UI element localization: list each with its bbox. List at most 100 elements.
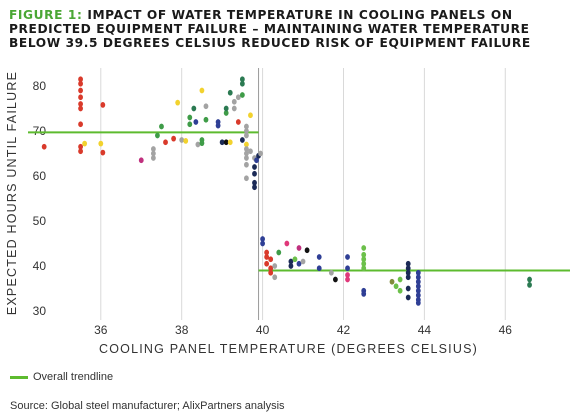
data-point xyxy=(187,114,193,121)
data-point xyxy=(100,149,106,156)
data-point xyxy=(98,140,104,147)
data-point xyxy=(405,260,411,267)
data-point xyxy=(248,112,253,119)
legend-trendline-swatch xyxy=(10,375,28,379)
data-point xyxy=(361,251,367,258)
y-tick-label: 30 xyxy=(33,304,47,318)
data-point xyxy=(415,292,421,299)
x-tick-label: 42 xyxy=(337,323,351,337)
data-point xyxy=(264,249,270,256)
data-point xyxy=(138,157,144,164)
data-point xyxy=(179,137,185,143)
data-point xyxy=(78,76,83,83)
data-point xyxy=(150,146,156,152)
data-point xyxy=(316,265,322,272)
data-point xyxy=(361,245,367,251)
data-point xyxy=(345,272,350,278)
data-point xyxy=(415,287,421,294)
y-tick-label: 60 xyxy=(33,169,47,183)
data-point xyxy=(405,265,411,272)
data-point xyxy=(215,122,221,129)
data-point xyxy=(244,161,249,168)
data-point xyxy=(239,137,245,143)
data-point xyxy=(288,258,294,265)
data-point xyxy=(405,274,411,281)
data-point xyxy=(159,123,164,130)
data-point xyxy=(288,263,294,269)
data-point xyxy=(203,103,209,110)
data-point xyxy=(244,155,249,161)
data-point xyxy=(199,87,205,94)
data-point xyxy=(268,269,274,276)
legend: Overall trendline xyxy=(10,371,113,383)
x-tick-label: 44 xyxy=(418,323,432,337)
data-point xyxy=(100,102,106,108)
data-point xyxy=(296,260,302,267)
data-point xyxy=(361,291,367,297)
data-point xyxy=(345,265,350,272)
data-point xyxy=(219,139,225,146)
y-axis-label: EXPECTED HOURS UNTIL FAILURE xyxy=(5,70,19,316)
data-point xyxy=(183,138,189,144)
data-point xyxy=(193,119,199,125)
data-point xyxy=(155,132,160,139)
data-point xyxy=(78,105,83,112)
data-point xyxy=(248,148,253,155)
data-point xyxy=(244,150,249,157)
data-point xyxy=(272,263,278,269)
y-tick-label: 80 xyxy=(33,79,47,93)
data-point xyxy=(415,283,421,290)
data-point xyxy=(397,287,403,294)
data-point xyxy=(393,283,399,290)
data-point xyxy=(415,274,421,281)
data-point xyxy=(405,294,411,301)
x-tick-label: 36 xyxy=(94,323,108,337)
data-point xyxy=(272,274,278,281)
data-point xyxy=(345,254,350,260)
data-point xyxy=(258,150,263,157)
data-point xyxy=(260,240,265,247)
data-point xyxy=(284,240,290,247)
data-point xyxy=(244,141,249,148)
data-point xyxy=(244,146,249,152)
data-point xyxy=(82,140,88,147)
data-point xyxy=(239,80,245,87)
data-point xyxy=(415,300,421,306)
y-tick-label: 70 xyxy=(33,124,47,138)
data-point xyxy=(235,119,241,125)
x-axis-label: COOLING PANEL TEMPERATURE (DEGREES CELSI… xyxy=(99,342,478,356)
data-point xyxy=(227,139,233,146)
data-point xyxy=(231,98,237,105)
data-point xyxy=(328,269,334,276)
y-axis-label-container: EXPECTED HOURS UNTIL FAILURE xyxy=(2,68,22,318)
data-point xyxy=(223,110,229,116)
data-point xyxy=(260,236,265,242)
data-point xyxy=(199,140,205,147)
x-tick-label: 38 xyxy=(175,323,189,337)
data-point xyxy=(244,128,249,134)
y-tick-label: 40 xyxy=(33,259,47,273)
data-point xyxy=(316,254,322,260)
x-tick-label: 40 xyxy=(256,323,270,337)
data-point xyxy=(171,135,177,142)
data-point xyxy=(361,260,367,267)
data-point xyxy=(268,256,274,263)
data-point xyxy=(239,92,245,98)
data-point xyxy=(397,276,403,283)
data-point xyxy=(300,258,306,265)
data-point xyxy=(195,141,201,148)
title-text: IMPACT OF WATER TEMPERATURE IN COOLING P… xyxy=(9,8,531,50)
data-point xyxy=(254,157,259,164)
figure-label: FIGURE 1: xyxy=(9,8,83,22)
data-point xyxy=(361,256,367,263)
data-point xyxy=(78,101,83,107)
data-point xyxy=(264,254,270,260)
data-point xyxy=(223,139,229,146)
data-point xyxy=(78,94,83,101)
data-point xyxy=(78,143,83,150)
data-point xyxy=(150,155,156,161)
data-point xyxy=(252,179,257,186)
data-point xyxy=(244,123,249,130)
data-point xyxy=(231,105,237,112)
chart-title: FIGURE 1: IMPACT OF WATER TEMPERATURE IN… xyxy=(9,8,569,50)
